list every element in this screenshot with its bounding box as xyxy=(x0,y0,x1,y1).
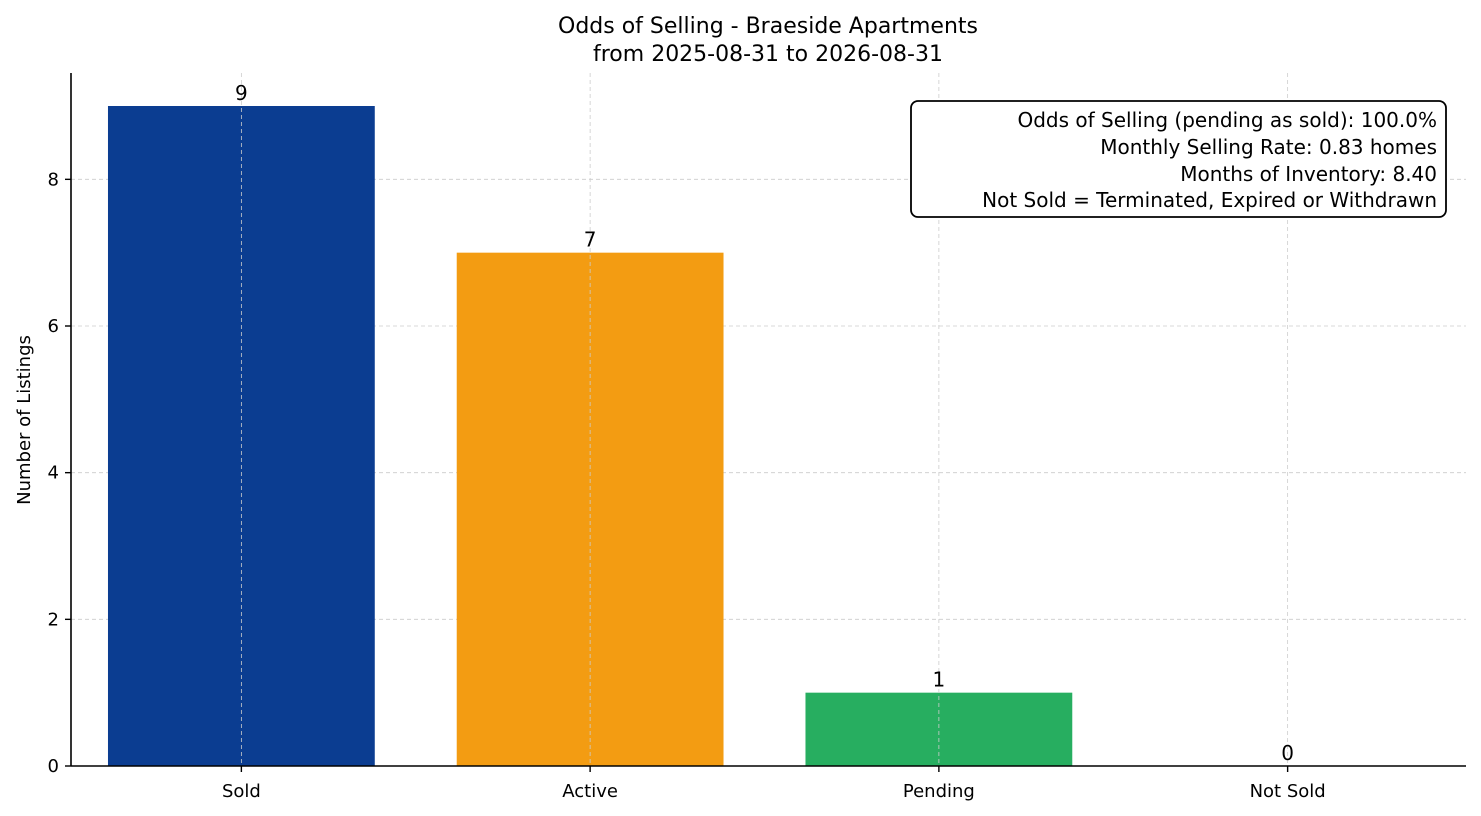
chart-subtitle: from 2025-08-31 to 2026-08-31 xyxy=(593,42,943,67)
bar-value-label-pending: 1 xyxy=(933,668,946,692)
y-tick-label-4: 8 xyxy=(48,169,59,190)
y-tick-label-3: 6 xyxy=(48,316,59,337)
label-layer: 9 7 1 0 xyxy=(235,81,1294,765)
bar-value-label-not-sold: 0 xyxy=(1281,741,1294,765)
y-tick-label-1: 2 xyxy=(48,609,59,630)
bar-value-label-sold: 9 xyxy=(235,81,248,105)
annotation-line-inventory: Months of Inventory: 8.40 xyxy=(1180,162,1437,186)
x-tick-label-sold: Sold xyxy=(222,781,261,802)
axis-layer: 0 2 4 6 8 Sold Active Pending Not Sold xyxy=(48,73,1466,802)
bar-value-label-active: 7 xyxy=(584,228,597,252)
annotation-box: Odds of Selling (pending as sold): 100.0… xyxy=(910,100,1447,218)
annotation-line-rate: Monthly Selling Rate: 0.83 homes xyxy=(1100,135,1437,159)
y-tick-label-0: 0 xyxy=(48,756,59,777)
chart-title: Odds of Selling - Braeside Apartments xyxy=(558,14,978,39)
x-tick-label-not-sold: Not Sold xyxy=(1250,781,1326,802)
x-tick-label-active: Active xyxy=(562,781,618,802)
bar-sold xyxy=(107,106,375,766)
y-tick-label-2: 4 xyxy=(48,463,59,484)
y-axis-label: Number of Listings xyxy=(14,335,35,505)
annotation-line-odds: Odds of Selling (pending as sold): 100.0… xyxy=(1017,108,1437,132)
annotation-line-not-sold: Not Sold = Terminated, Expired or Withdr… xyxy=(982,188,1437,212)
annotation-frame xyxy=(910,100,1447,218)
x-tick-label-pending: Pending xyxy=(903,781,975,802)
bar-layer xyxy=(107,73,1289,766)
